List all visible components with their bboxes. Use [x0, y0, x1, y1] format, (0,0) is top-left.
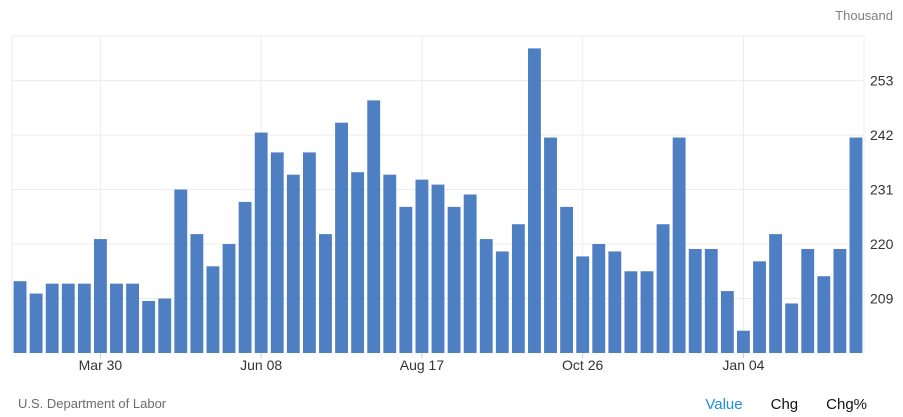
bar[interactable] [399, 206, 413, 353]
y-axis-ticks: 209 220 231 242 253 [870, 73, 894, 307]
bar[interactable] [495, 251, 509, 353]
x-tick-label: Oct 26 [562, 357, 603, 373]
bar[interactable] [528, 48, 541, 353]
bar[interactable] [704, 248, 718, 353]
bar[interactable] [158, 298, 172, 353]
bar[interactable] [126, 283, 139, 353]
bar[interactable] [286, 174, 300, 353]
bar[interactable] [640, 271, 654, 353]
x-tick-label: Aug 17 [400, 357, 445, 373]
bars [13, 48, 863, 354]
bar[interactable] [608, 251, 622, 353]
source-label: U.S. Department of Labor [18, 396, 167, 411]
bar[interactable] [77, 283, 91, 353]
bar[interactable] [351, 172, 365, 353]
bar[interactable] [656, 224, 670, 353]
bar[interactable] [302, 152, 316, 353]
bar[interactable] [688, 248, 702, 353]
bar[interactable] [206, 266, 220, 353]
bar[interactable] [431, 184, 445, 353]
bar[interactable] [801, 248, 815, 353]
bar[interactable] [833, 248, 847, 353]
bar[interactable] [817, 276, 831, 353]
bar[interactable] [511, 224, 525, 353]
bar[interactable] [624, 271, 638, 353]
bar[interactable] [110, 283, 123, 353]
y-tick-label: 231 [870, 182, 894, 198]
bar[interactable] [769, 234, 783, 353]
bar[interactable] [222, 244, 236, 353]
bar[interactable] [335, 122, 348, 353]
unit-label: Thousand [835, 8, 893, 23]
x-tick-label: Mar 30 [79, 357, 123, 373]
view-tabs: Value Chg Chg% [705, 396, 867, 413]
bar[interactable] [13, 281, 27, 353]
bar[interactable] [447, 206, 461, 353]
bar-chart: 209 220 231 242 253 Mar 30 Jun 08 Aug 17 Oct 26… [11, 35, 894, 373]
bar[interactable] [238, 201, 252, 353]
bar[interactable] [720, 291, 734, 353]
bar[interactable] [479, 239, 493, 353]
bar[interactable] [190, 234, 204, 353]
bar[interactable] [544, 137, 557, 353]
bar[interactable] [785, 303, 799, 353]
bar[interactable] [29, 293, 43, 353]
y-tick-label: 253 [870, 73, 894, 89]
gridlines [11, 35, 865, 353]
bar[interactable] [592, 244, 606, 353]
bar[interactable] [560, 206, 574, 353]
tab-chg[interactable]: Chg [770, 396, 799, 413]
bar[interactable] [672, 137, 686, 353]
bar[interactable] [93, 239, 107, 353]
bar[interactable] [753, 261, 766, 353]
bar[interactable] [254, 132, 268, 353]
bar[interactable] [463, 194, 477, 354]
bar[interactable] [737, 330, 750, 353]
bar[interactable] [849, 137, 863, 353]
bar[interactable] [270, 152, 284, 353]
y-tick-label: 220 [870, 236, 894, 252]
bar[interactable] [142, 300, 156, 353]
x-tick-label: Jan 04 [722, 357, 764, 373]
bar[interactable] [174, 189, 188, 353]
bar[interactable] [319, 234, 332, 353]
bar[interactable] [61, 283, 75, 353]
bar[interactable] [367, 100, 381, 353]
bar[interactable] [415, 179, 429, 353]
x-axis-ticks: Mar 30 Jun 08 Aug 17 Oct 26 Jan 04 [79, 353, 765, 373]
y-tick-label: 209 [870, 291, 894, 307]
bar[interactable] [576, 256, 590, 353]
bar[interactable] [45, 283, 59, 353]
tab-chg-percent[interactable]: Chg% [826, 396, 867, 413]
x-tick-label: Jun 08 [240, 357, 282, 373]
tab-value[interactable]: Value [705, 396, 743, 413]
bar[interactable] [383, 174, 397, 353]
y-tick-label: 242 [870, 127, 894, 143]
